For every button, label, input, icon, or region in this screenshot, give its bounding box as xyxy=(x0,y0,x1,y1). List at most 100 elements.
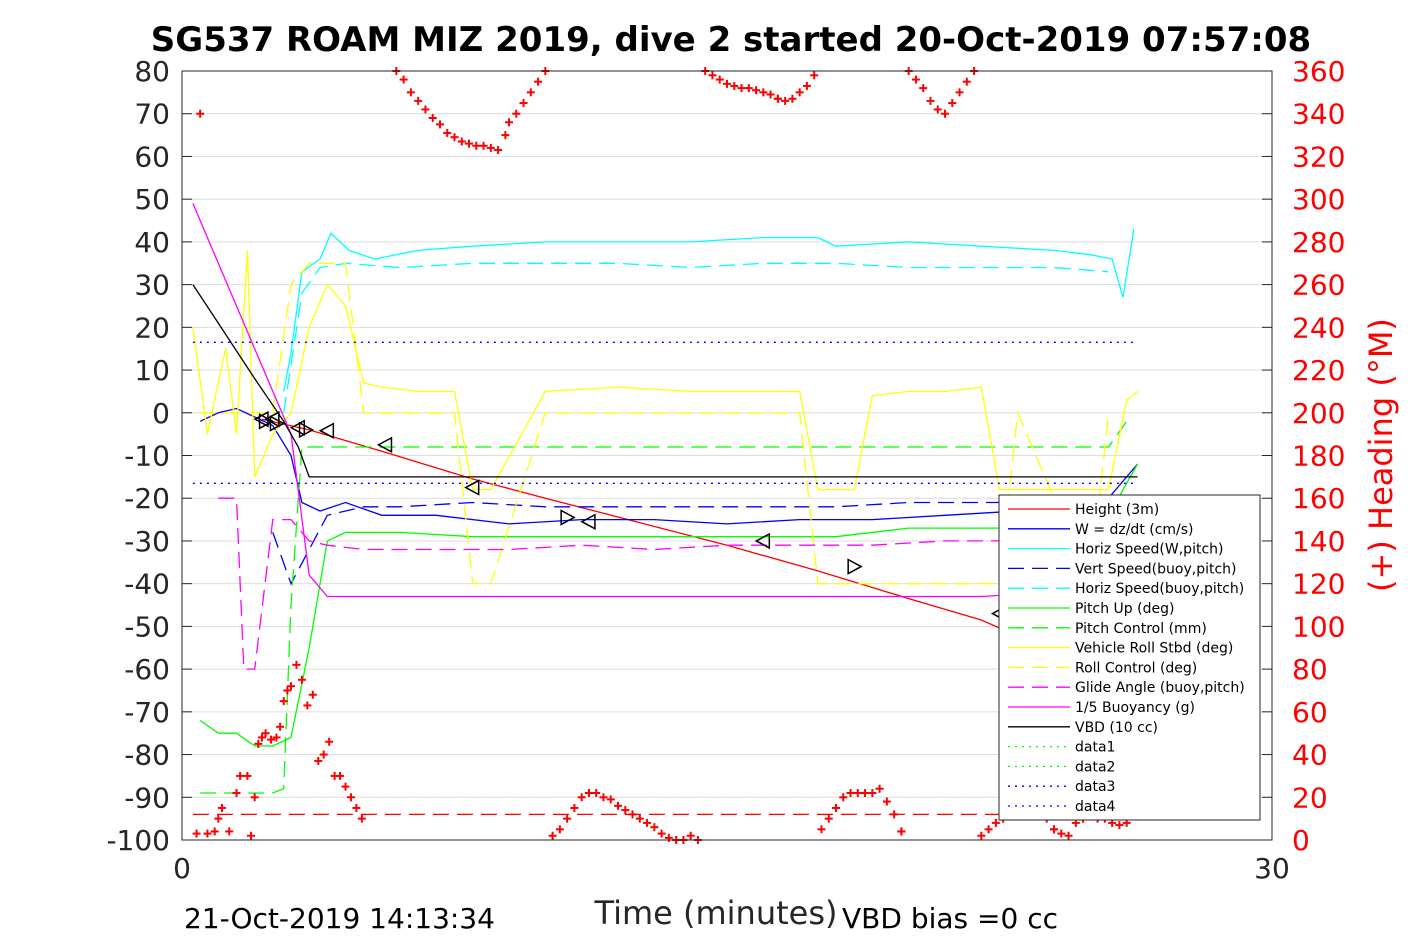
height-marker xyxy=(289,419,306,436)
legend-entry: Height (3m) xyxy=(1075,502,1159,518)
heading-point xyxy=(414,96,423,105)
series-line-2 xyxy=(199,407,1139,525)
heading-point xyxy=(824,814,833,823)
series-line-7 xyxy=(200,420,1128,794)
heading-point xyxy=(555,825,564,834)
heading-point xyxy=(933,105,942,114)
heading-point xyxy=(465,139,474,148)
heading-point xyxy=(781,96,790,105)
y-tick-label-right: 340 xyxy=(1292,98,1345,131)
y-tick-label-right: 60 xyxy=(1292,696,1328,729)
heading-point xyxy=(247,831,256,840)
legend: Height (3m) W = dz/dt (cm/s) Horiz Speed(W… xyxy=(998,494,1261,821)
heading-point xyxy=(243,771,252,780)
y-tick-label-right: 0 xyxy=(1292,824,1310,857)
legend-entry: Pitch Up (deg) xyxy=(1075,601,1174,617)
series-line-6 xyxy=(199,463,1139,747)
heading-point xyxy=(435,120,444,129)
heading-point xyxy=(505,118,513,127)
heading-point xyxy=(948,99,957,108)
heading-point xyxy=(621,806,630,815)
legend-entry: Vehicle Roll Stbd (deg) xyxy=(1075,641,1233,657)
heading-point xyxy=(708,71,717,80)
heading-point xyxy=(225,827,234,836)
heading-point xyxy=(217,803,226,812)
heading-point xyxy=(635,814,644,823)
y-tick-label-right: 240 xyxy=(1292,311,1345,344)
y-tick-label-right: 120 xyxy=(1292,568,1345,601)
heading-point xyxy=(599,793,608,802)
y-tick-label-right: 140 xyxy=(1292,525,1345,558)
heading-point xyxy=(657,829,666,838)
heading-point xyxy=(292,660,301,669)
series-line-3 xyxy=(283,228,1135,392)
height-marker xyxy=(318,422,335,439)
heading-point xyxy=(846,789,855,798)
series-line-4 xyxy=(272,497,1127,586)
heading-point xyxy=(861,789,870,798)
heading-point xyxy=(357,814,366,823)
heading-point xyxy=(203,829,212,838)
series-line-9 xyxy=(200,262,1110,587)
heading-point xyxy=(766,90,775,99)
heading-point xyxy=(261,729,270,738)
y-tick-label-right: 180 xyxy=(1292,440,1345,473)
tick-layer: 80706050403020100-10-20-30-40-50-60-70-8… xyxy=(106,55,1345,885)
legend-entry: W = dz/dt (cm/s) xyxy=(1075,522,1194,538)
heading-point xyxy=(1057,829,1066,838)
series-line-10 xyxy=(218,497,1128,670)
heading-point xyxy=(534,77,543,86)
heading-point xyxy=(314,756,323,765)
y-tick-label-left: -100 xyxy=(106,824,170,857)
y-tick-label-right: 160 xyxy=(1292,482,1345,515)
heading-point xyxy=(428,113,437,122)
height-marker xyxy=(580,513,596,530)
heading-point xyxy=(1050,825,1058,834)
y-tick-label-right: 260 xyxy=(1292,269,1345,302)
series-line-8 xyxy=(192,250,1139,491)
heading-point xyxy=(628,810,637,819)
height-marker xyxy=(298,421,315,439)
heading-point xyxy=(643,818,652,827)
y-tick-label-right: 100 xyxy=(1292,610,1345,643)
y-tick-label-right: 280 xyxy=(1292,226,1345,259)
legend-entry: Horiz Speed(buoy,pitch) xyxy=(1075,581,1244,597)
heading-point xyxy=(941,109,949,118)
y-tick-label-left: 70 xyxy=(134,98,170,131)
y-tick-label-left: -80 xyxy=(124,739,170,772)
legend-entry: data4 xyxy=(1075,799,1116,815)
y-tick-label-left: 50 xyxy=(134,183,170,216)
heading-point xyxy=(882,797,891,806)
y-tick-label-left: -90 xyxy=(124,781,170,814)
marker-layer xyxy=(192,67,1146,844)
heading-point xyxy=(875,784,884,793)
heading-point xyxy=(214,814,223,823)
heading-point xyxy=(232,789,241,798)
y-tick-label-left: -60 xyxy=(124,653,170,686)
heading-point xyxy=(276,722,285,731)
y-tick-label-left: 80 xyxy=(134,55,170,88)
heading-point xyxy=(303,701,312,710)
heading-point xyxy=(788,94,797,103)
heading-point xyxy=(287,682,295,691)
heading-point xyxy=(297,675,306,684)
heading-point xyxy=(519,99,528,108)
heading-point xyxy=(752,86,761,95)
legend-entry: Roll Control (deg) xyxy=(1075,660,1197,676)
heading-point xyxy=(526,88,535,97)
heading-point xyxy=(955,88,964,97)
y-tick-label-left: -50 xyxy=(124,610,170,643)
legend-entry: 1/5 Buoyancy (g) xyxy=(1075,700,1195,716)
heading-point xyxy=(325,737,334,746)
heading-point xyxy=(319,750,328,759)
heading-point xyxy=(472,141,481,150)
heading-point xyxy=(911,75,920,84)
height-marker xyxy=(258,413,275,430)
heading-point xyxy=(272,733,281,742)
y-tick-label-right: 200 xyxy=(1292,397,1345,430)
heading-point xyxy=(210,827,219,836)
heading-point xyxy=(196,109,205,118)
heading-point xyxy=(984,825,993,834)
height-marker xyxy=(560,509,576,526)
